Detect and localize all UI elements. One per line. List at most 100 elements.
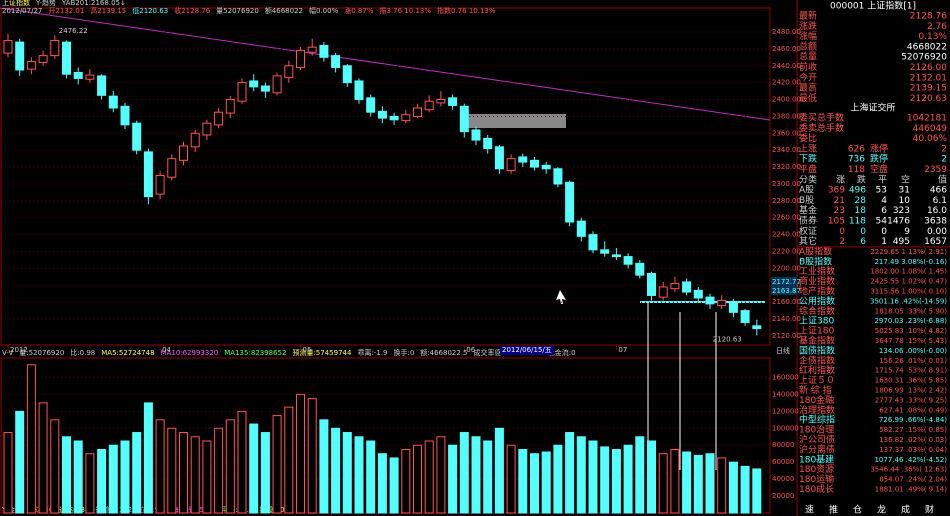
index-value: 134.06 .00%(-0.00) [879, 347, 947, 355]
volume-tick-label: 160000 [772, 373, 799, 381]
volume-bar [600, 446, 610, 514]
candle-body [15, 41, 25, 71]
header-item: 指数0.76 10.13% [437, 6, 496, 15]
volume-bar [518, 448, 528, 514]
panel-tab[interactable]: 仓 [853, 504, 862, 516]
index-name: 上证380 [799, 316, 834, 327]
candle-body [284, 65, 294, 79]
volume-bar [377, 453, 387, 514]
sector-cell: 496 [849, 186, 866, 196]
sector-cell: 466 [930, 186, 947, 196]
candle-body [120, 105, 130, 126]
high-annotation: 2476.22 [59, 27, 88, 35]
quote-value: 52076920 [901, 53, 947, 63]
index-value: 217.49 3.08%(-0.16) [874, 258, 947, 266]
order-label: 委买总手数 [799, 112, 844, 124]
index-name: 国债指数 [799, 344, 835, 356]
candle-body [260, 85, 270, 92]
candle-body [190, 132, 200, 148]
order-label: 委比 [799, 132, 817, 144]
index-value: 1077.46 .42%(-4.52) [874, 456, 947, 464]
volume-bar [530, 453, 539, 514]
index-value: 1630.31 .36%( 5.85) [875, 377, 947, 385]
candle-body [413, 107, 422, 117]
sector-cell: 1476 [887, 217, 910, 227]
index-name: 180金融 [799, 394, 834, 406]
candle-body [518, 156, 528, 163]
index-value: 137.37 .03%( 0.04) [879, 446, 947, 454]
price-tick-label: 2220.00 [772, 248, 801, 256]
index-name: A股指数 [799, 245, 832, 257]
volume-bar [494, 427, 504, 514]
date-label: 05 [303, 346, 312, 354]
sector-header: 跌 [857, 174, 866, 185]
index-value: 1802.00 1.08%( 1.45) [870, 268, 947, 276]
sector-cell: A股 [799, 185, 814, 196]
volume-tick-label: 20000 [772, 492, 794, 500]
volume-bar [401, 448, 411, 514]
panel-tab[interactable]: 财 [925, 504, 934, 516]
index-value: 1715.74 .53%( 8.91) [875, 367, 947, 375]
volume-bar [50, 419, 60, 514]
volume-bar [611, 448, 621, 514]
quote-value: 2128.76 [910, 12, 947, 22]
volume-bar [190, 436, 200, 514]
index-value: 3115.56 1.00%( 0.10) [870, 288, 947, 296]
index-name: B股指数 [799, 255, 832, 267]
volume-bar [143, 402, 153, 514]
sector-cell: 2 [839, 237, 845, 247]
volume-bar [26, 364, 36, 514]
candle-body [272, 75, 282, 94]
volume-bar [413, 444, 422, 514]
panel-tab[interactable]: 推 [829, 504, 838, 516]
candle-body [740, 310, 750, 323]
index-value: 2970.03 .23%(-6.88) [874, 317, 947, 325]
sector-cell: 28 [855, 196, 867, 206]
sector-header: 涨 [836, 174, 845, 185]
sector-header: 分类 [799, 173, 817, 185]
index-value: 627.41 .08%( 0.49) [879, 406, 947, 414]
volume-bar [225, 419, 235, 514]
panel-tab[interactable]: 龙 [877, 504, 886, 516]
volume-bar [108, 444, 118, 514]
sector-cell: 4 [881, 196, 887, 206]
volume-bar [728, 461, 738, 514]
volume-bar [155, 419, 165, 514]
candle-body [541, 164, 551, 170]
panel-tab[interactable]: 成 [901, 504, 910, 516]
sector-cell: 118 [849, 217, 866, 227]
index-name: 沪公司债 [799, 434, 835, 446]
candle-body [354, 80, 364, 101]
sector-cell: 6.1 [933, 196, 947, 206]
sector-cell: 18 [855, 206, 867, 216]
index-name: 企债指数 [799, 354, 835, 366]
volume-bar [389, 457, 399, 514]
volume-bar [179, 432, 188, 514]
volume-header-item: MA135:82398652 [224, 349, 286, 357]
candle-body [448, 97, 458, 106]
candle-body [576, 220, 586, 237]
volume-bar [448, 444, 458, 514]
candle-body [342, 65, 352, 84]
marker-block [466, 114, 566, 128]
volume-bar [167, 427, 177, 514]
volume-tick-label: 100000 [772, 424, 799, 432]
index-name: 180成长 [799, 483, 834, 495]
header-item: 涨0.87% [344, 6, 374, 15]
date-label: 06 [466, 346, 475, 354]
volume-bar [483, 440, 493, 514]
sector-cell: 31 [899, 186, 910, 196]
price-tick-label: 2440.00 [772, 62, 801, 70]
price-tick-label: 2240.00 [772, 231, 801, 239]
breadth-label: 跌停 [870, 153, 888, 165]
panel-tab[interactable]: 速 [805, 505, 814, 516]
index-value: 726.99 .66%(-4.84) [879, 416, 947, 424]
volume-bar [565, 432, 575, 514]
sector-cell: 369 [828, 186, 845, 196]
volume-bar [576, 436, 586, 514]
sector-cell: 16.0 [927, 206, 947, 216]
volume-bar [436, 436, 446, 514]
sector-cell: 21 [834, 196, 845, 206]
sector-cell: 10 [899, 196, 911, 206]
candle-body [143, 151, 153, 198]
